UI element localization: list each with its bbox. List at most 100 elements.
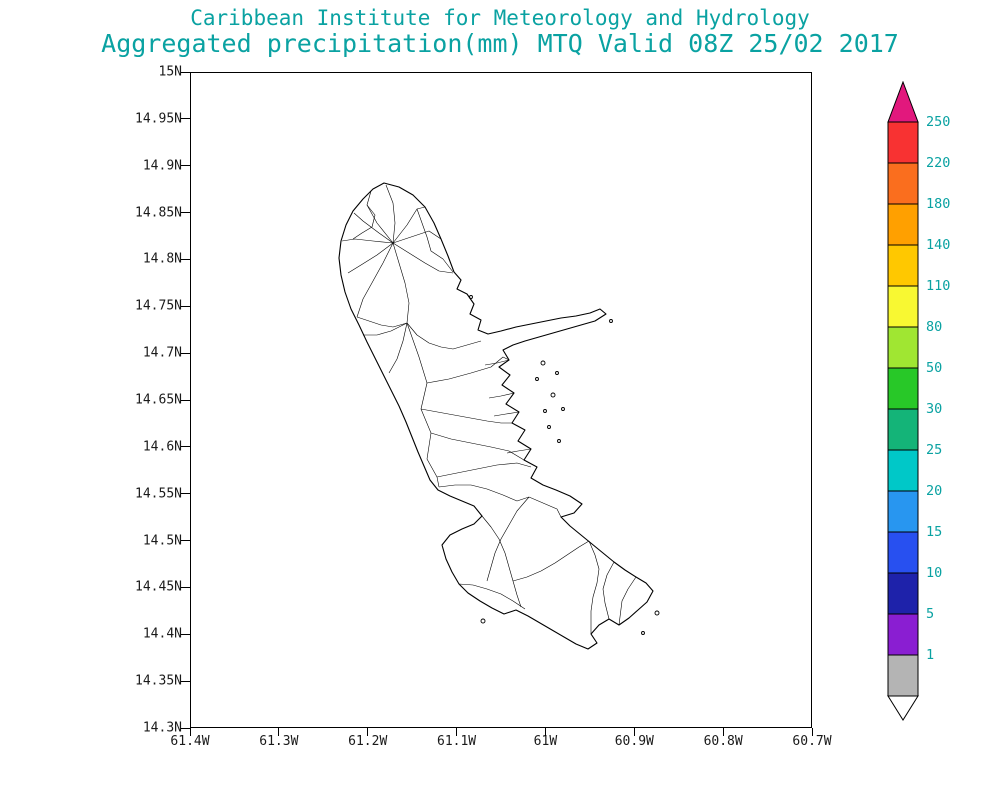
y-tick-label: 15N (158, 64, 182, 80)
watershed-boundary (352, 204, 376, 240)
colorbar-segment (887, 572, 919, 615)
y-tick (181, 71, 190, 73)
x-tick-label: 60.7W (792, 734, 832, 749)
watershed-boundary (356, 316, 408, 328)
y-tick (181, 399, 190, 401)
watershed-boundary (366, 190, 394, 244)
watershed-boundary (506, 448, 532, 454)
islet (561, 407, 565, 411)
y-tick (181, 165, 190, 167)
watershed-boundary (588, 540, 600, 634)
watershed-boundary (458, 583, 526, 610)
colorbar-segment (887, 121, 919, 164)
y-tick (181, 352, 190, 354)
y-tick-label: 14.45N (135, 579, 182, 595)
y-tick-label: 14.5N (142, 533, 182, 549)
colorbar-label: 80 (926, 319, 943, 335)
x-tick-label: 61.1W (436, 734, 477, 749)
y-tick-label: 14.7N (142, 345, 182, 361)
colorbar-segment (887, 285, 919, 328)
y-tick (181, 212, 190, 214)
watershed-boundary (392, 242, 454, 274)
x-tick (189, 728, 191, 736)
islet (654, 610, 660, 616)
watershed-boundary (481, 515, 522, 608)
colorbar-label: 180 (926, 196, 951, 212)
x-tick-label: 61W (533, 734, 558, 749)
y-tick-label: 14.55N (135, 486, 182, 502)
y-tick (181, 446, 190, 448)
y-tick (181, 727, 190, 729)
colorbar-segment (887, 367, 919, 410)
x-tick (811, 728, 813, 736)
y-tick (181, 118, 190, 120)
y-tick-label: 14.35N (135, 673, 182, 689)
x-tick (544, 728, 546, 736)
watershed-boundary (363, 322, 408, 336)
colorbar-scale (887, 80, 919, 721)
watershed-boundary (353, 212, 394, 244)
watershed-boundary (493, 411, 520, 417)
coastline (338, 182, 654, 650)
watershed-boundary (618, 576, 637, 626)
watershed-boundary (602, 561, 615, 620)
y-tick-label: 14.6N (142, 439, 182, 455)
x-tick (278, 728, 280, 736)
map-plot-area (190, 72, 812, 728)
y-tick-label: 14.9N (142, 158, 182, 174)
islet (469, 295, 473, 299)
watershed-boundary (385, 184, 396, 244)
title-institute: Caribbean Institute for Meteorology and … (190, 6, 810, 30)
watershed-boundary (430, 432, 525, 461)
y-tick (181, 586, 190, 588)
islet (555, 371, 559, 375)
y-tick-label: 14.85N (135, 205, 182, 221)
y-tick (181, 493, 190, 495)
y-tick-label: 14.95N (135, 111, 182, 127)
colorbar (886, 80, 922, 723)
islet (480, 618, 486, 624)
islet (547, 425, 551, 429)
x-tick (722, 728, 724, 736)
colorbar-bottom-triangle (887, 695, 919, 721)
y-tick-label: 14.65N (135, 392, 182, 408)
colorbar-label: 220 (926, 155, 951, 171)
colorbar-label: 30 (926, 401, 943, 417)
islet (550, 392, 556, 398)
watershed-boundary (392, 206, 426, 244)
colorbar-segment (887, 531, 919, 574)
colorbar-label: 110 (926, 278, 951, 294)
colorbar-label: 5 (926, 606, 935, 622)
watershed-boundary (406, 322, 440, 488)
x-tick-label: 60.8W (703, 734, 743, 749)
colorbar-segment (887, 244, 919, 287)
colorbar-label: 15 (926, 524, 943, 540)
title-product: Aggregated precipitation(mm) MTQ Valid 0… (101, 29, 899, 58)
y-tick-label: 14.75N (135, 298, 182, 314)
islet (540, 360, 546, 366)
y-tick (181, 258, 190, 260)
colorbar-label: 20 (926, 483, 943, 499)
colorbar-top-triangle (887, 80, 919, 123)
colorbar-segment (887, 203, 919, 246)
colorbar-label: 50 (926, 360, 943, 376)
watershed-boundary (406, 322, 482, 350)
watershed-boundary (484, 359, 510, 366)
watershed-boundary (392, 242, 410, 324)
colorbar-label: 1 (926, 647, 935, 663)
x-tick-label: 61.4W (170, 734, 210, 749)
colorbar-segment (887, 408, 919, 451)
watershed-boundary (436, 462, 532, 478)
x-tick-label: 61.2W (348, 734, 388, 749)
watershed-boundary (356, 242, 394, 318)
watershed-boundary (388, 322, 408, 374)
watershed-boundary (392, 230, 442, 244)
islet (557, 439, 561, 443)
x-tick (367, 728, 369, 736)
x-tick (633, 728, 635, 736)
islet (641, 631, 645, 635)
y-tick-label: 14.4N (142, 626, 182, 642)
martinique-map (338, 182, 660, 650)
islet (543, 409, 547, 413)
